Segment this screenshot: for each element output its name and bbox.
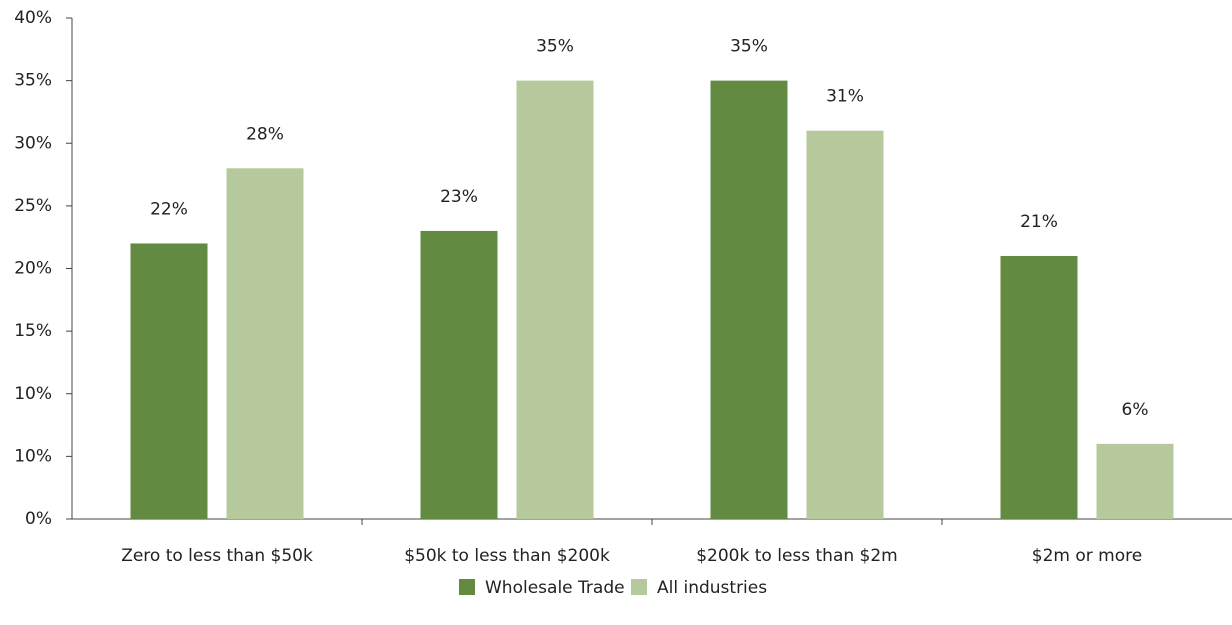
y-tick-label: 10%	[14, 384, 52, 404]
bar	[1096, 443, 1174, 519]
x-tick-label: Zero to less than $50k	[121, 546, 313, 566]
bar	[130, 243, 208, 519]
bar	[420, 230, 498, 520]
value-label: 35%	[536, 37, 574, 57]
x-tick-label: $2m or more	[1032, 546, 1142, 566]
legend-label: All industries	[657, 578, 767, 598]
value-label: 6%	[1122, 400, 1149, 420]
y-tick-label: 35%	[14, 71, 52, 91]
y-tick-label: 25%	[14, 196, 52, 216]
y-tick-label: 20%	[14, 259, 52, 279]
y-tick-label: 0%	[25, 509, 52, 529]
x-tick-label: $50k to less than $200k	[404, 546, 610, 566]
value-label: 31%	[826, 87, 864, 107]
y-tick-label: 40%	[14, 8, 52, 28]
y-tick-label: 30%	[14, 133, 52, 153]
y-tick-label: 15%	[14, 321, 52, 341]
legend-label: Wholesale Trade	[485, 578, 625, 598]
value-label: 22%	[150, 199, 188, 219]
bar	[1000, 255, 1078, 519]
legend-swatch	[631, 579, 647, 595]
value-label: 21%	[1020, 212, 1058, 232]
value-label: 35%	[730, 37, 768, 57]
x-tick-label: $200k to less than $2m	[696, 546, 898, 566]
bar	[806, 130, 884, 519]
bar	[710, 80, 788, 519]
bar	[516, 80, 594, 519]
value-label: 23%	[440, 187, 478, 207]
bar	[226, 168, 304, 520]
y-tick-label: 10%	[14, 446, 52, 466]
legend-swatch	[459, 579, 475, 595]
value-label: 28%	[246, 124, 284, 144]
